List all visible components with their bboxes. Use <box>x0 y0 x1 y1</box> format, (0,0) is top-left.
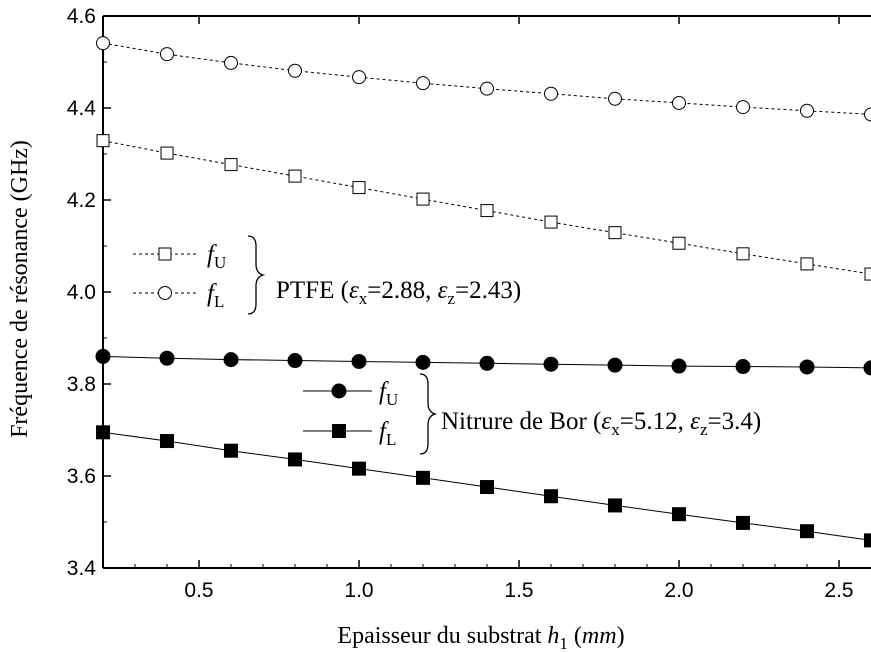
data-point <box>671 358 687 374</box>
data-point <box>607 357 623 373</box>
x-tick-label: 2.5 <box>824 579 853 602</box>
data-point <box>608 91 622 106</box>
data-point <box>352 70 366 85</box>
data-point <box>480 480 494 495</box>
y-tick-label: 4.0 <box>67 281 96 304</box>
data-point <box>95 348 111 364</box>
data-point <box>863 360 871 376</box>
legend-ptfe-fu-label: fU <box>207 241 226 272</box>
y-tick-label: 3.6 <box>67 465 96 488</box>
legend-bor-fu-sample <box>303 383 372 399</box>
legend-bor-group-label: Nitrure de Bor (εx=5.12, εz=3.4) <box>441 408 761 439</box>
data-point <box>288 169 302 183</box>
x-tick-label: 0.5 <box>184 579 213 602</box>
series-ptfe-fl <box>96 36 871 122</box>
y-tick-label: 4.6 <box>67 5 96 28</box>
series-line <box>102 42 871 115</box>
series-bor-fu <box>95 348 871 376</box>
data-point <box>223 352 239 368</box>
data-point <box>480 81 494 96</box>
data-point <box>800 524 814 539</box>
y-axis-title: Fréquence de résonance (GHz) <box>7 140 33 438</box>
data-point <box>416 470 430 485</box>
data-point <box>672 507 686 522</box>
y-tick-label: 4.4 <box>67 97 97 120</box>
data-point <box>159 350 175 366</box>
series-bor-fl <box>96 425 871 548</box>
data-point <box>480 204 494 218</box>
legend-bor-brace <box>419 373 438 455</box>
data-point <box>799 359 815 375</box>
legend-bor: fU fL Nitrure de Bor (εx=5.12, εz=3.4) <box>303 373 761 455</box>
data-point <box>672 236 686 250</box>
data-point <box>864 533 871 548</box>
data-point <box>735 359 751 375</box>
data-point <box>864 107 871 122</box>
data-point <box>543 356 559 372</box>
x-axis-title: Epaisseur du substrat h1 (mm) <box>337 623 624 652</box>
data-point <box>224 443 238 458</box>
data-point <box>288 63 302 78</box>
data-point <box>160 47 174 62</box>
data-point <box>224 55 238 70</box>
x-tick-label: 2.0 <box>664 579 693 602</box>
data-point <box>288 452 302 467</box>
data-point <box>608 498 622 513</box>
data-point <box>736 515 750 530</box>
data-point <box>96 36 110 51</box>
data-point <box>96 425 110 440</box>
data-point <box>544 86 558 101</box>
legend-bor-fl-sample <box>303 424 372 438</box>
data-point <box>479 355 495 371</box>
data-point <box>544 489 558 504</box>
data-point <box>160 434 174 449</box>
legend-ptfe-group-label: PTFE (εx=2.88, εz=2.43) <box>276 277 521 308</box>
data-point <box>96 134 110 148</box>
data-point <box>608 226 622 240</box>
y-tick-label: 3.4 <box>67 557 97 580</box>
legend-ptfe-fl-sample <box>133 286 198 300</box>
legend-ptfe-brace <box>247 235 266 315</box>
data-point <box>416 76 430 91</box>
data-point <box>736 247 750 261</box>
y-tick-label: 3.8 <box>67 373 96 396</box>
series-ptfe-fu <box>96 134 871 281</box>
data-point <box>415 354 431 370</box>
data-point <box>544 215 558 229</box>
legend-bor-fl-label: fL <box>379 418 396 449</box>
data-point <box>352 181 366 195</box>
data-point <box>864 267 871 281</box>
x-tick-label: 1.0 <box>344 579 373 602</box>
legend-ptfe-fl-label: fL <box>207 280 224 311</box>
legend-ptfe-fu-sample <box>133 247 198 261</box>
data-point <box>800 257 814 271</box>
y-tick-label: 4.2 <box>67 189 96 212</box>
data-point <box>672 95 686 110</box>
axes: 0.5 1.0 1.5 2.0 2.5 3.4 3.6 3.8 4.0 4.2 4.4 4.6 <box>67 5 871 602</box>
data-point <box>287 353 303 369</box>
data-point <box>416 192 430 206</box>
x-tick-label: 1.5 <box>504 579 533 602</box>
data-point <box>160 146 174 160</box>
data-point <box>352 461 366 476</box>
legend-ptfe: fU fL PTFE (εx=2.88, εz=2.43) <box>133 235 521 315</box>
data-point <box>224 158 238 172</box>
data-point <box>351 353 367 369</box>
legend-bor-fu-label: fU <box>379 378 398 409</box>
data-point <box>800 103 814 118</box>
data-point <box>736 100 750 115</box>
series-layer <box>95 36 871 548</box>
